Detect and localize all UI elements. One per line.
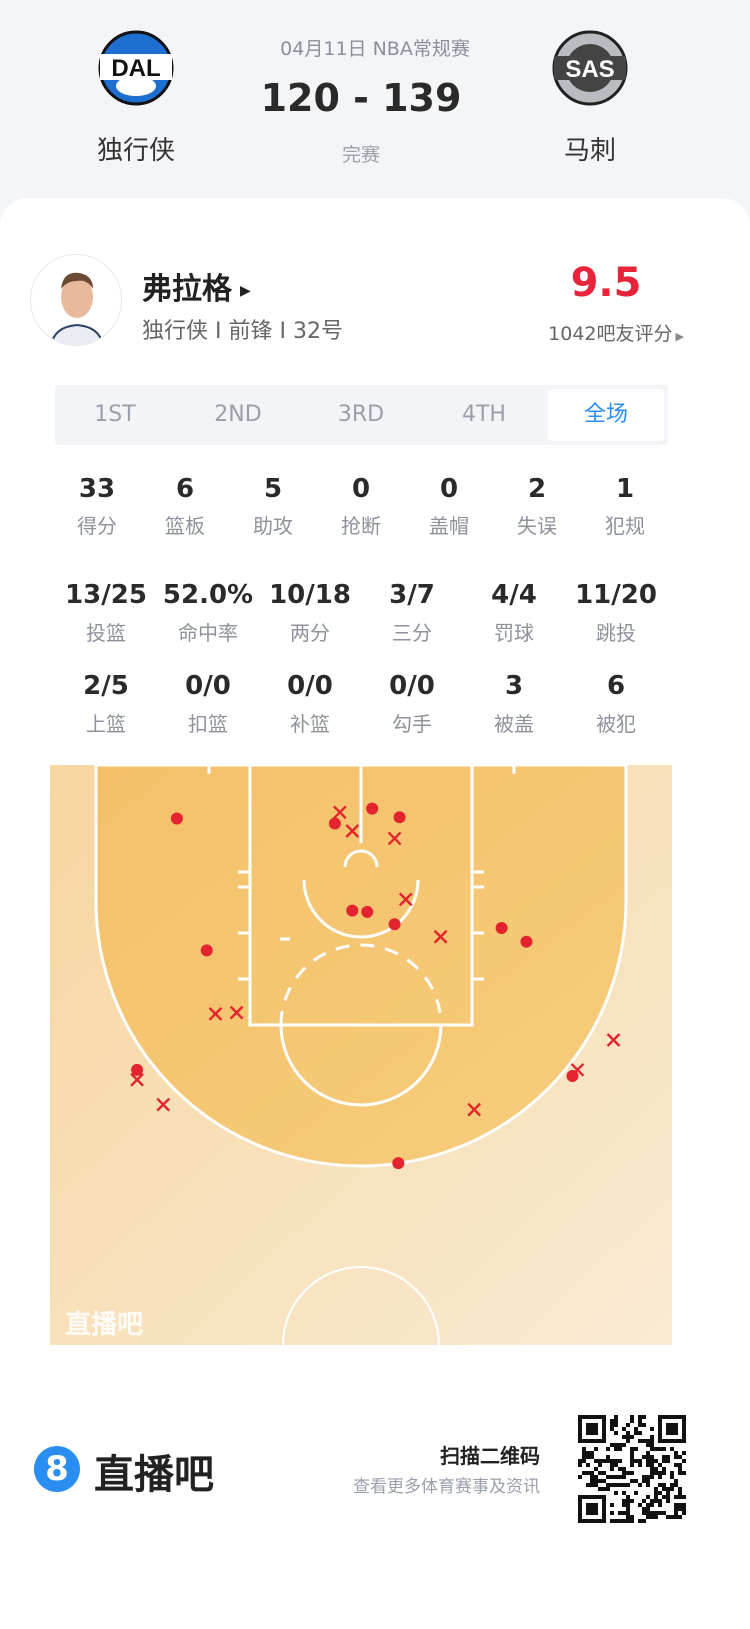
shot-made-marker (346, 904, 359, 917)
stat-value: 3/7 (389, 580, 435, 610)
stat-value: 4/4 (491, 580, 537, 610)
stat-label: 得分 (77, 514, 117, 538)
shot-made-marker (392, 1157, 405, 1170)
stat-value: 0/0 (287, 671, 333, 701)
player-info: 独行侠 I 前锋 I 32号 (142, 319, 343, 344)
stat-value: 1 (615, 474, 635, 504)
scan-title: 扫描二维码 (440, 1444, 540, 1468)
stat-value: 5 (263, 474, 283, 504)
tab-4th[interactable]: 4TH (462, 402, 506, 427)
shot-missed-marker (130, 1072, 144, 1087)
shot-made-marker (366, 802, 379, 815)
away-abbr: SAS (565, 56, 614, 83)
stat-label: 两分 (290, 621, 330, 645)
stat-value: 13/25 (65, 580, 147, 610)
shot-made-marker (388, 918, 401, 931)
shot-missed-marker (433, 929, 448, 944)
stat-value: 6 (175, 474, 195, 504)
stat-label: 被犯 (596, 712, 636, 736)
scan-subtitle: 查看更多体育赛事及资讯 (353, 1477, 540, 1497)
away-team-logo[interactable]: SAS (552, 30, 628, 110)
player-avatar[interactable] (30, 254, 122, 346)
stat-label: 抢断 (341, 514, 381, 538)
stat-label: 命中率 (178, 621, 238, 645)
shot-missed-marker (229, 1005, 244, 1020)
stat-value: 6 (606, 671, 626, 701)
stat-label: 罚球 (494, 621, 534, 645)
tab-2nd[interactable]: 2ND (214, 402, 262, 427)
stat-label: 投篮 (86, 621, 126, 645)
brand-name: 直播吧 (94, 1452, 214, 1498)
stat-label: 勾手 (392, 712, 432, 736)
rating-caption[interactable]: 1042吧友评分 ▶ (548, 323, 684, 345)
shot-missed-marker (208, 1006, 223, 1021)
shot-made-marker (200, 944, 213, 957)
tab-3rd[interactable]: 3RD (337, 402, 385, 427)
player-rating: 9.5 (570, 260, 642, 306)
match-status: 完赛 (341, 144, 381, 166)
shot-missed-marker (398, 892, 413, 907)
shot-made-marker (495, 922, 508, 935)
stat-value: 0/0 (185, 671, 231, 701)
stat-label: 被盖 (494, 712, 534, 736)
shot-made-marker (131, 1063, 144, 1076)
home-team-name[interactable]: 独行侠 (96, 136, 176, 166)
stat-label: 扣篮 (188, 712, 228, 736)
stat-label: 补篮 (290, 712, 330, 736)
home-abbr: DAL (111, 55, 160, 82)
shot-made-marker (393, 811, 406, 824)
shot-missed-marker (345, 824, 360, 838)
brand-logo-icon: 8 (34, 1446, 80, 1492)
shot-missed-marker (606, 1033, 621, 1047)
stat-label: 盖帽 (429, 514, 469, 538)
arrow-right-icon: ▶ (675, 330, 684, 343)
tab-1st[interactable]: 1ST (94, 402, 136, 427)
arrow-right-icon: ▶ (240, 282, 251, 299)
stat-label: 跳投 (596, 621, 636, 645)
shot-chart: 直播吧 (50, 761, 672, 1424)
shot-missed-marker (156, 1097, 171, 1112)
stat-value: 0 (351, 474, 371, 504)
home-team-logo[interactable]: DAL (98, 30, 174, 110)
stat-value: 10/18 (269, 580, 351, 610)
court-watermark: 直播吧 (65, 1310, 143, 1340)
three-point-area (94, 763, 628, 1168)
stat-label: 篮板 (165, 514, 205, 538)
shot-made-marker (520, 935, 533, 948)
player-name[interactable]: 弗拉格 ▶ (142, 272, 251, 307)
shot-made-marker (170, 812, 183, 825)
tab-full-game[interactable]: 全场 (548, 389, 664, 441)
stat-value: 33 (78, 474, 116, 504)
shot-missed-marker (467, 1102, 482, 1117)
stat-value: 0/0 (389, 671, 435, 701)
stat-label: 三分 (392, 621, 432, 645)
stat-label: 失误 (517, 514, 557, 538)
shot-made-marker (328, 817, 341, 830)
stat-label: 犯规 (605, 514, 645, 538)
stat-label: 助攻 (253, 514, 293, 538)
qr-code (578, 1415, 686, 1523)
stat-label: 上篮 (86, 712, 126, 736)
shot-made-marker (361, 905, 374, 918)
away-team-name[interactable]: 马刺 (563, 136, 617, 166)
stat-value: 0 (439, 474, 459, 504)
stat-value: 3 (504, 671, 524, 701)
shot-missed-marker (387, 831, 402, 846)
stat-value: 11/20 (575, 580, 657, 610)
stat-value: 52.0% (162, 580, 254, 610)
stat-value: 2 (527, 474, 547, 504)
match-date-league: 04月11日 NBA常规赛 (280, 38, 470, 60)
shot-missed-marker (570, 1062, 585, 1077)
stat-value: 2/5 (83, 671, 129, 701)
match-score: 120 - 139 (260, 76, 462, 120)
shot-missed-marker (333, 805, 347, 820)
